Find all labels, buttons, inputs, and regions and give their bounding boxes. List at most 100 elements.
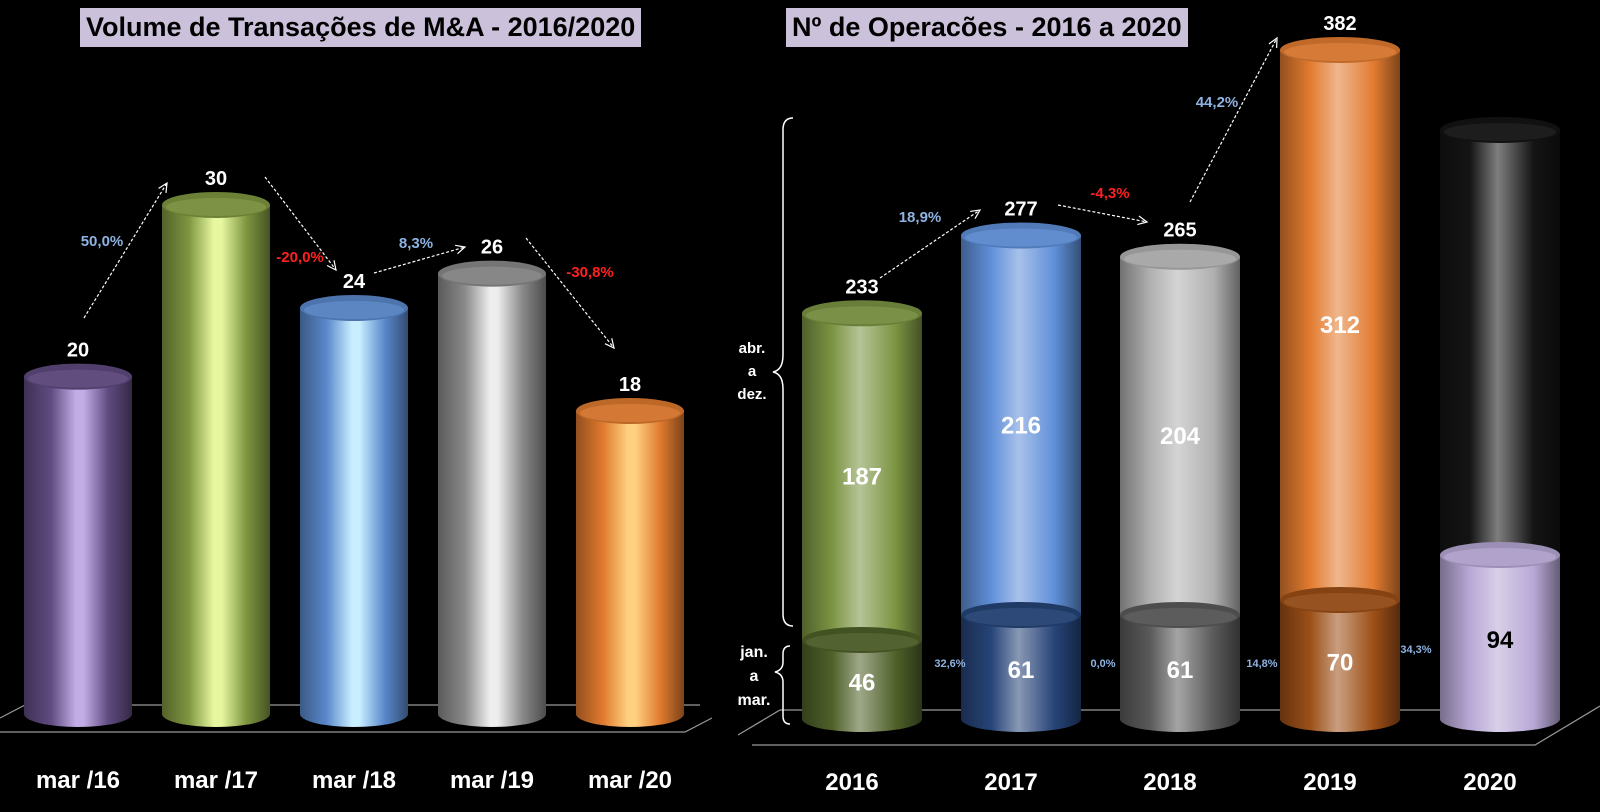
right-lower-bar-2 bbox=[1120, 602, 1240, 732]
upper-brace-label-1: a bbox=[748, 363, 757, 380]
left-bar-0 bbox=[24, 363, 132, 727]
right-lower-bar-3 bbox=[1280, 587, 1400, 732]
left-category-label-0: mar /16 bbox=[36, 767, 120, 794]
right-upper-value-2: 204 bbox=[1160, 423, 1201, 450]
upper-brace-label-0: abr. bbox=[739, 340, 766, 357]
right-lower-bar-2-top-shine bbox=[1124, 608, 1236, 626]
right-total-label-3: 382 bbox=[1323, 13, 1356, 35]
left-variation-label-3: -30,8% bbox=[566, 264, 614, 281]
right-total-label-2: 265 bbox=[1163, 220, 1196, 242]
right-lower-value-1: 61 bbox=[1008, 657, 1035, 684]
right-upper-bar-4 bbox=[1440, 117, 1560, 568]
left-value-label-4: 18 bbox=[619, 374, 641, 396]
right-variation-label-0: 18,9% bbox=[899, 209, 942, 226]
right-category-label-0: 2016 bbox=[825, 769, 878, 796]
right-upper-bar-2-top-shine bbox=[1124, 249, 1236, 268]
right-lower-bar-2-body bbox=[1120, 615, 1240, 732]
lower-brace bbox=[774, 645, 791, 725]
left-variation-label-1: -20,0% bbox=[276, 249, 324, 266]
right-upper-value-3: 312 bbox=[1320, 312, 1360, 339]
left-bar-1-body bbox=[162, 205, 270, 727]
left-category-label-1: mar /17 bbox=[174, 767, 258, 794]
right-lower-bar-0-top-shine bbox=[806, 633, 918, 651]
left-value-label-3: 26 bbox=[481, 237, 503, 259]
left-variation-arrow-2 bbox=[373, 244, 467, 274]
left-bar-0-top-shine bbox=[28, 369, 128, 388]
right-q1-variation-label-3: 34,3% bbox=[1400, 644, 1431, 656]
right-upper-bar-2 bbox=[1120, 243, 1240, 628]
right-chart: 46 187 233 2016 61 216 277 2017 61 204 265 2018 70 31… bbox=[737, 13, 1600, 796]
right-lower-bar-0-body bbox=[802, 640, 922, 732]
right-category-label-1: 2017 bbox=[984, 769, 1037, 796]
right-lower-bar-4-top-shine bbox=[1444, 548, 1556, 566]
right-upper-value-1: 216 bbox=[1001, 412, 1041, 439]
right-lower-bar-4-body bbox=[1440, 555, 1560, 732]
right-upper-bar-4-top-shine bbox=[1444, 123, 1556, 141]
left-bar-1 bbox=[162, 192, 270, 727]
right-upper-bar-0-body bbox=[802, 313, 922, 653]
left-value-label-0: 20 bbox=[67, 340, 89, 362]
left-bar-4 bbox=[576, 398, 684, 727]
right-upper-value-0: 187 bbox=[842, 464, 882, 491]
upper-brace bbox=[772, 117, 794, 627]
right-upper-bar-1-body bbox=[961, 235, 1081, 628]
lower-brace-label-1: a bbox=[750, 668, 759, 685]
right-chart-title: Nº de Operacões - 2016 a 2020 bbox=[786, 8, 1188, 47]
right-floor-front bbox=[752, 705, 1600, 746]
left-variation-arrow-3 bbox=[525, 237, 615, 350]
left-bar-3-top-shine bbox=[442, 266, 542, 285]
left-variation-label-2: 8,3% bbox=[399, 235, 433, 252]
left-bar-4-body bbox=[576, 411, 684, 727]
right-category-label-3: 2019 bbox=[1303, 769, 1356, 796]
right-upper-bar-0-top-shine bbox=[806, 306, 918, 325]
right-lower-bar-1-top-shine bbox=[965, 608, 1077, 626]
left-bar-0-body bbox=[24, 376, 132, 727]
left-floor-front bbox=[0, 717, 713, 733]
right-variation-label-1: -4,3% bbox=[1090, 185, 1129, 202]
right-q1-variation-label-0: 32,6% bbox=[934, 658, 965, 670]
left-bar-1-top-shine bbox=[166, 198, 266, 216]
left-variation-label-0: 50,0% bbox=[81, 233, 124, 250]
lower-brace-label-2: mar. bbox=[738, 692, 771, 709]
right-upper-bar-1 bbox=[961, 222, 1081, 628]
right-variation-arrow-2 bbox=[1189, 36, 1278, 203]
left-bar-3 bbox=[438, 260, 546, 727]
left-bar-2-body bbox=[300, 308, 408, 727]
right-category-label-2: 2018 bbox=[1143, 769, 1196, 796]
left-bar-2 bbox=[300, 295, 408, 727]
left-bar-4-top-shine bbox=[580, 404, 680, 422]
right-total-label-1: 277 bbox=[1004, 199, 1037, 221]
right-lower-value-3: 70 bbox=[1327, 650, 1354, 677]
right-variation-arrow-1 bbox=[1057, 204, 1149, 226]
right-lower-bar-3-body bbox=[1280, 600, 1400, 732]
right-upper-bar-2-body bbox=[1120, 256, 1240, 628]
right-variation-label-2: 44,2% bbox=[1196, 94, 1239, 111]
left-category-label-3: mar /19 bbox=[450, 767, 534, 794]
right-lower-bar-3-top-shine bbox=[1284, 593, 1396, 611]
left-value-label-2: 24 bbox=[343, 271, 366, 293]
left-category-label-4: mar /20 bbox=[588, 767, 672, 794]
right-q1-variation-label-1: 0,0% bbox=[1090, 658, 1115, 670]
right-upper-bar-0 bbox=[802, 300, 922, 653]
left-bar-2-top-shine bbox=[304, 301, 404, 319]
right-variation-arrow-0 bbox=[879, 209, 982, 279]
left-bar-3-body bbox=[438, 273, 546, 727]
right-upper-bar-3-body bbox=[1280, 50, 1400, 613]
left-chart: 20 mar /16 30 mar /17 24 mar /18 26 mar /19 18 ma… bbox=[0, 168, 713, 794]
right-upper-bar-3 bbox=[1280, 37, 1400, 613]
right-lower-bar-1 bbox=[961, 602, 1081, 732]
left-chart-title: Volume de Transações de M&A - 2016/2020 bbox=[80, 8, 642, 47]
right-category-label-4: 2020 bbox=[1463, 769, 1516, 796]
lower-brace-label-0: jan. bbox=[739, 644, 768, 661]
right-total-label-0: 233 bbox=[845, 276, 878, 298]
upper-brace-label-2: dez. bbox=[737, 386, 766, 403]
right-upper-bar-1-top-shine bbox=[965, 228, 1077, 247]
left-variation-arrow-1 bbox=[264, 176, 337, 272]
right-lower-bar-0 bbox=[802, 627, 922, 732]
left-value-label-1: 30 bbox=[205, 168, 227, 190]
right-lower-bar-4 bbox=[1440, 542, 1560, 732]
left-variation-arrow-0 bbox=[83, 181, 168, 319]
right-lower-value-4: 94 bbox=[1487, 627, 1514, 654]
right-lower-bar-1-body bbox=[961, 615, 1081, 732]
